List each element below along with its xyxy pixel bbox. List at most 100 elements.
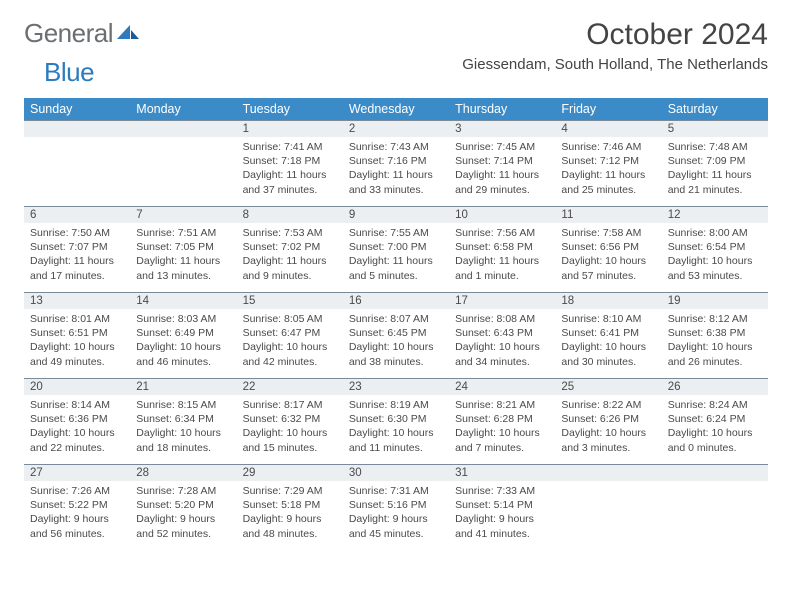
month-title: October 2024 [462,18,768,52]
calendar-day-cell: 5Sunrise: 7:48 AMSunset: 7:09 PMDaylight… [662,120,768,206]
sunrise-line: Sunrise: 8:24 AM [668,398,762,412]
daylight-line: Daylight: 10 hours and 49 minutes. [30,340,124,368]
sunrise-line: Sunrise: 7:48 AM [668,140,762,154]
day-details: Sunrise: 8:14 AMSunset: 6:36 PMDaylight:… [24,395,130,461]
daylight-line: Daylight: 10 hours and 34 minutes. [455,340,549,368]
calendar-day-cell: 14Sunrise: 8:03 AMSunset: 6:49 PMDayligh… [130,292,236,378]
daylight-line: Daylight: 10 hours and 38 minutes. [349,340,443,368]
daylight-line: Daylight: 11 hours and 37 minutes. [243,168,337,196]
day-details: Sunrise: 7:48 AMSunset: 7:09 PMDaylight:… [662,137,768,203]
day-number: 25 [555,378,661,395]
sunset-line: Sunset: 6:49 PM [136,326,230,340]
calendar-week-row: 1Sunrise: 7:41 AMSunset: 7:18 PMDaylight… [24,120,768,206]
sunrise-line: Sunrise: 8:00 AM [668,226,762,240]
day-number: 29 [237,464,343,481]
day-details: Sunrise: 8:03 AMSunset: 6:49 PMDaylight:… [130,309,236,375]
day-number: 24 [449,378,555,395]
day-details: Sunrise: 7:50 AMSunset: 7:07 PMDaylight:… [24,223,130,289]
daylight-line: Daylight: 10 hours and 57 minutes. [561,254,655,282]
calendar-empty-cell [662,464,768,550]
logo-sail-icon [117,22,139,45]
day-number: 14 [130,292,236,309]
sunrise-line: Sunrise: 7:45 AM [455,140,549,154]
daylight-line: Daylight: 10 hours and 18 minutes. [136,426,230,454]
day-details: Sunrise: 7:56 AMSunset: 6:58 PMDaylight:… [449,223,555,289]
daylight-line: Daylight: 10 hours and 15 minutes. [243,426,337,454]
sunset-line: Sunset: 7:07 PM [30,240,124,254]
daylight-line: Daylight: 11 hours and 17 minutes. [30,254,124,282]
day-details: Sunrise: 8:24 AMSunset: 6:24 PMDaylight:… [662,395,768,461]
daylight-line: Daylight: 11 hours and 21 minutes. [668,168,762,196]
day-of-week-header: Tuesday [237,98,343,120]
day-number: 10 [449,206,555,223]
daylight-line: Daylight: 9 hours and 56 minutes. [30,512,124,540]
day-details: Sunrise: 8:17 AMSunset: 6:32 PMDaylight:… [237,395,343,461]
calendar-week-row: 20Sunrise: 8:14 AMSunset: 6:36 PMDayligh… [24,378,768,464]
sunrise-line: Sunrise: 7:50 AM [30,226,124,240]
day-details: Sunrise: 7:58 AMSunset: 6:56 PMDaylight:… [555,223,661,289]
day-details: Sunrise: 8:12 AMSunset: 6:38 PMDaylight:… [662,309,768,375]
calendar-day-cell: 11Sunrise: 7:58 AMSunset: 6:56 PMDayligh… [555,206,661,292]
sunrise-line: Sunrise: 8:22 AM [561,398,655,412]
day-of-week-header: Friday [555,98,661,120]
day-details: Sunrise: 8:10 AMSunset: 6:41 PMDaylight:… [555,309,661,375]
sunset-line: Sunset: 5:20 PM [136,498,230,512]
calendar-day-cell: 31Sunrise: 7:33 AMSunset: 5:14 PMDayligh… [449,464,555,550]
day-number: 30 [343,464,449,481]
calendar-week-row: 27Sunrise: 7:26 AMSunset: 5:22 PMDayligh… [24,464,768,550]
day-details: Sunrise: 8:22 AMSunset: 6:26 PMDaylight:… [555,395,661,461]
day-number: 11 [555,206,661,223]
day-details: Sunrise: 7:51 AMSunset: 7:05 PMDaylight:… [130,223,236,289]
calendar-day-cell: 13Sunrise: 8:01 AMSunset: 6:51 PMDayligh… [24,292,130,378]
daylight-line: Daylight: 11 hours and 1 minute. [455,254,549,282]
calendar-day-cell: 29Sunrise: 7:29 AMSunset: 5:18 PMDayligh… [237,464,343,550]
day-number: 22 [237,378,343,395]
sunrise-line: Sunrise: 8:05 AM [243,312,337,326]
daylight-line: Daylight: 9 hours and 45 minutes. [349,512,443,540]
calendar-day-cell: 27Sunrise: 7:26 AMSunset: 5:22 PMDayligh… [24,464,130,550]
calendar-day-cell: 20Sunrise: 8:14 AMSunset: 6:36 PMDayligh… [24,378,130,464]
day-number: 13 [24,292,130,309]
day-number: 2 [343,120,449,137]
sunrise-line: Sunrise: 7:43 AM [349,140,443,154]
sunset-line: Sunset: 7:14 PM [455,154,549,168]
day-number: 17 [449,292,555,309]
daylight-line: Daylight: 9 hours and 41 minutes. [455,512,549,540]
day-details: Sunrise: 7:33 AMSunset: 5:14 PMDaylight:… [449,481,555,547]
day-details: Sunrise: 8:07 AMSunset: 6:45 PMDaylight:… [343,309,449,375]
day-details: Sunrise: 7:28 AMSunset: 5:20 PMDaylight:… [130,481,236,547]
logo-text-general: General [24,18,113,49]
sunrise-line: Sunrise: 8:15 AM [136,398,230,412]
day-details: Sunrise: 7:45 AMSunset: 7:14 PMDaylight:… [449,137,555,203]
sunset-line: Sunset: 6:41 PM [561,326,655,340]
day-number: 18 [555,292,661,309]
sunrise-line: Sunrise: 8:14 AM [30,398,124,412]
day-details: Sunrise: 8:15 AMSunset: 6:34 PMDaylight:… [130,395,236,461]
sunset-line: Sunset: 7:16 PM [349,154,443,168]
day-of-week-header: Wednesday [343,98,449,120]
sunset-line: Sunset: 6:45 PM [349,326,443,340]
day-number-empty [130,120,236,137]
sunset-line: Sunset: 6:36 PM [30,412,124,426]
day-number: 8 [237,206,343,223]
sunset-line: Sunset: 7:05 PM [136,240,230,254]
day-number: 12 [662,206,768,223]
day-number: 7 [130,206,236,223]
sunrise-line: Sunrise: 7:26 AM [30,484,124,498]
sunset-line: Sunset: 7:02 PM [243,240,337,254]
daylight-line: Daylight: 10 hours and 3 minutes. [561,426,655,454]
sunrise-line: Sunrise: 8:21 AM [455,398,549,412]
sunrise-line: Sunrise: 7:41 AM [243,140,337,154]
calendar-day-cell: 18Sunrise: 8:10 AMSunset: 6:41 PMDayligh… [555,292,661,378]
daylight-line: Daylight: 10 hours and 30 minutes. [561,340,655,368]
day-details: Sunrise: 8:01 AMSunset: 6:51 PMDaylight:… [24,309,130,375]
day-details: Sunrise: 7:29 AMSunset: 5:18 PMDaylight:… [237,481,343,547]
sunrise-line: Sunrise: 7:55 AM [349,226,443,240]
day-details: Sunrise: 8:21 AMSunset: 6:28 PMDaylight:… [449,395,555,461]
day-details: Sunrise: 8:08 AMSunset: 6:43 PMDaylight:… [449,309,555,375]
logo: General [24,18,142,49]
sunrise-line: Sunrise: 8:08 AM [455,312,549,326]
daylight-line: Daylight: 11 hours and 5 minutes. [349,254,443,282]
day-of-week-row: SundayMondayTuesdayWednesdayThursdayFrid… [24,98,768,120]
sunrise-line: Sunrise: 8:19 AM [349,398,443,412]
